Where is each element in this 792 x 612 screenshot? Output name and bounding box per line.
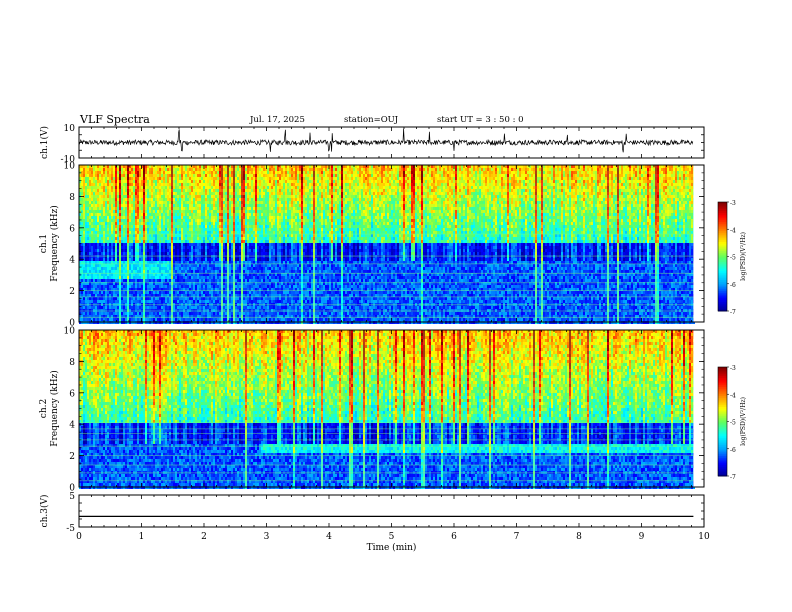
ch2-spectrogram-ytick-10: 10 (64, 327, 76, 337)
ch2-spectrogram-ytick-2: 2 (69, 452, 75, 462)
x-axis-label: Time (min) (367, 542, 417, 553)
colorbar-2-tick--7: -7 (730, 474, 736, 481)
ch1-waveform-trace (79, 129, 693, 153)
colorbar-2-tick--3: -3 (730, 365, 736, 372)
ch2-spectrogram-cells (79, 330, 695, 489)
ch1-spectrogram-ytick-2: 2 (69, 287, 75, 297)
x-tick-label-7: 7 (514, 532, 520, 542)
x-tick-label-10: 10 (698, 532, 710, 542)
ch1-waveform-ylabel: ch.1(V) (39, 126, 50, 159)
ch1-spectrogram-ytick-4: 4 (69, 256, 75, 266)
ch2-spectrogram-ylabel: ch.2Frequency (kHz) (39, 370, 60, 447)
x-tick-label-6: 6 (451, 532, 457, 542)
x-tick-label-8: 8 (576, 532, 582, 542)
colorbar-1-tick--7: -7 (730, 309, 736, 316)
x-tick-label-5: 5 (389, 532, 395, 542)
ch3-waveform-ytick-bottom: -5 (66, 524, 75, 534)
colorbar-1-tick--5: -5 (730, 255, 736, 262)
colorbar-2-tick--6: -6 (730, 447, 736, 454)
colorbar-1-tick--6: -6 (730, 282, 736, 289)
x-tick-label-0: 0 (76, 532, 82, 542)
ch2-spectrogram-ytick-4: 4 (69, 421, 75, 431)
x-tick-label-1: 1 (139, 532, 145, 542)
ch2-spectrogram-ytick-6: 6 (69, 389, 75, 399)
colorbar-1-label: log(PSD)(V²/Hz) (740, 232, 747, 281)
ch1-spectrogram-cells (79, 165, 695, 324)
ch1-spectrogram-ytick-6: 6 (69, 224, 75, 234)
colorbar-2 (718, 367, 729, 477)
colorbar-1 (718, 202, 729, 312)
ch1-spectrogram-ylabel: ch.1Frequency (kHz) (39, 205, 60, 282)
ch3-waveform-ytick-top: 5 (69, 492, 75, 502)
colorbar-1-tick--3: -3 (730, 200, 736, 207)
ch3-waveform-xticks (79, 495, 704, 527)
colorbar-2-tick--4: -4 (730, 392, 736, 399)
ch1-spectrogram-ytick-8: 8 (69, 193, 75, 203)
x-tick-label-3: 3 (264, 532, 270, 542)
x-tick-label-4: 4 (326, 532, 332, 542)
ch3-waveform-ylabel: ch.3(V) (39, 495, 50, 528)
ch3-waveform-frame (79, 495, 704, 527)
colorbar-2-tick--5: -5 (730, 420, 736, 427)
colorbar-1-tick--4: -4 (730, 227, 736, 234)
ch1-spectrogram-ytick-10: 10 (64, 162, 76, 172)
ch2-spectrogram-ytick-8: 8 (69, 358, 75, 368)
x-tick-label-2: 2 (201, 532, 207, 542)
colorbar-2-label: log(PSD)(V²/Hz) (740, 397, 747, 446)
x-tick-label-9: 9 (639, 532, 645, 542)
ch1-waveform-ytick-top: 10 (64, 124, 76, 134)
